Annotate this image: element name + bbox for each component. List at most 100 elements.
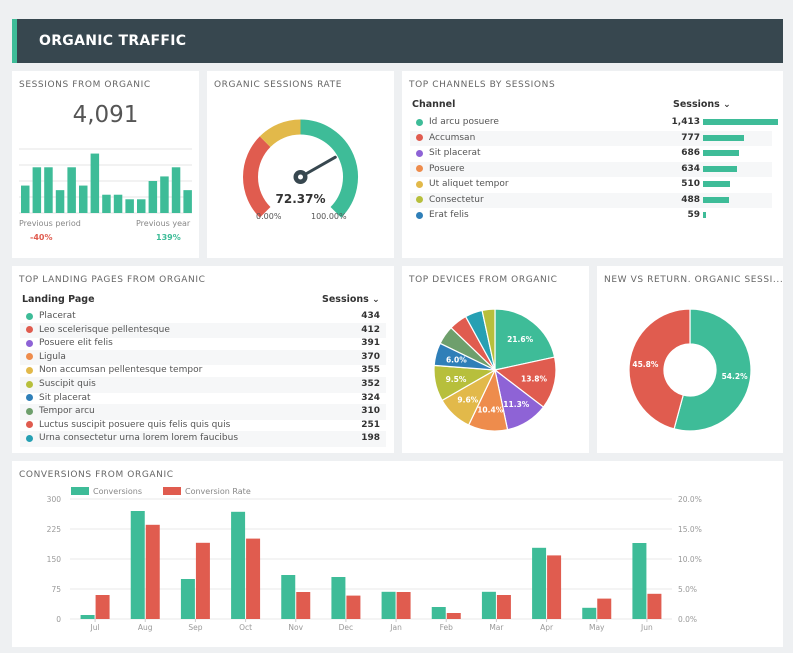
conversions-bar[interactable] (381, 591, 396, 619)
pie-label: 54.2% (722, 372, 749, 381)
table-row[interactable]: Consectetur 488 (410, 192, 772, 208)
legend-dot (416, 165, 423, 172)
conversions-chart: 0 0.0% 75 5.0% 150 10.0% 225 15.0% 300 20.0% Jul Au… (47, 495, 702, 632)
conversions-bar[interactable] (532, 547, 547, 619)
rate-panel: ORGANIC SESSIONS RATE 72.37% 0.00% 100.0… (207, 71, 394, 258)
legend-dot (26, 394, 33, 402)
right-tick-label: 10.0% (678, 555, 702, 564)
row-label: Consectetur (429, 194, 484, 205)
table-row[interactable]: Erat felis 59 (410, 208, 772, 224)
conversions-bar[interactable] (481, 591, 496, 619)
conversion-rate-bar[interactable] (647, 593, 662, 619)
conversion-rate-bar[interactable] (547, 555, 562, 619)
legend-dot (26, 421, 33, 429)
legend-dot (416, 180, 423, 188)
table-row[interactable]: Ut aliquet tempor 510 (410, 177, 772, 193)
conversion-rate-bar[interactable] (145, 524, 160, 619)
table-row[interactable]: Ligula 370 (20, 349, 386, 366)
conversion-rate-bar[interactable] (396, 592, 411, 619)
table-row[interactable]: Accumsan 777 (410, 130, 772, 146)
pie-slice[interactable] (493, 356, 557, 408)
conversions-bar[interactable] (180, 579, 195, 619)
conversions-panel: CONVERSIONS FROM ORGANIC Conversions Con… (12, 461, 783, 647)
table-row[interactable]: Sit placerat 324 (20, 391, 386, 407)
landing-panel: TOP LANDING PAGES FROM ORGANIC Landing P… (12, 266, 394, 453)
row-label: Erat felis (429, 210, 469, 220)
spark-bar (102, 194, 111, 213)
table-row[interactable]: Id arcu posuere 1,413 (410, 115, 778, 131)
row-label: Sit placerat (39, 392, 91, 403)
table-row[interactable]: Leo scelerisque pellentesque 412 (20, 322, 386, 339)
pie-label: 45.8% (632, 360, 659, 369)
conversions-bar[interactable] (80, 615, 95, 619)
conversion-rate-bar[interactable] (496, 595, 511, 619)
conversion-rate-bar[interactable] (246, 538, 261, 619)
table-row[interactable]: Suscipit quis 352 (20, 377, 386, 393)
pie-slice[interactable] (628, 308, 691, 430)
conversion-rate-bar[interactable] (195, 542, 210, 619)
page-title: ORGANIC TRAFFIC (39, 33, 187, 49)
legend-conversions[interactable]: Conversions (71, 487, 142, 496)
table-row[interactable]: Luctus suscipit posuere quis felis quis … (20, 418, 386, 434)
legend-swatch-rate (163, 487, 181, 495)
spark-bar (137, 199, 146, 213)
row-value: 686 (681, 148, 700, 158)
legend-dot (416, 149, 423, 157)
conversion-rate-bar[interactable] (346, 595, 361, 619)
pie-slice[interactable] (673, 308, 752, 432)
left-tick-label: 75 (51, 585, 61, 594)
conversions-bar[interactable] (632, 543, 647, 619)
pie-slice[interactable] (494, 308, 556, 371)
spark-bar (125, 199, 134, 213)
row-value: 1,413 (671, 117, 700, 127)
legend-swatch-conversions (71, 487, 89, 495)
row-value: 391 (361, 338, 380, 349)
conversions-bar[interactable] (231, 511, 246, 619)
right-tick-label: 0.0% (678, 615, 697, 624)
table-row[interactable]: Placerat 434 (20, 309, 386, 325)
rate-value: 72.37% (275, 192, 326, 206)
legend-dot (26, 366, 33, 374)
conversions-bar[interactable] (281, 575, 296, 619)
pie-label: 10.4% (477, 406, 504, 415)
spark-bar (79, 185, 88, 213)
conversions-bar[interactable] (431, 607, 446, 619)
conversions-bar[interactable] (582, 607, 597, 619)
table-row[interactable]: Sit placerat 686 (410, 146, 772, 162)
row-bar (703, 119, 778, 125)
row-value: 370 (361, 351, 380, 362)
pie-slice[interactable] (481, 308, 496, 371)
conversion-rate-bar[interactable] (597, 598, 612, 619)
conversions-bar[interactable] (331, 577, 346, 619)
channels-col-sessions[interactable]: Sessions ⌄ (673, 99, 731, 110)
spark-bar (90, 153, 100, 213)
legend-dot (26, 339, 33, 347)
devices-title: TOP DEVICES FROM ORGANIC (409, 275, 558, 285)
row-value: 434 (361, 311, 380, 321)
conversions-bar[interactable] (130, 511, 145, 619)
landing-col-page: Landing Page (22, 294, 95, 305)
table-row[interactable]: Posuere 634 (410, 161, 772, 177)
row-label: Suscipit quis (39, 379, 96, 389)
legend-dot (26, 312, 33, 320)
legend-rate[interactable]: Conversion Rate (163, 487, 251, 496)
table-row[interactable]: Tempor arcu 310 (20, 404, 386, 420)
row-bar (703, 181, 731, 187)
left-tick-label: 0 (56, 615, 61, 624)
table-row[interactable]: Urna consectetur urna lorem lorem faucib… (20, 431, 386, 447)
row-value: 412 (361, 324, 380, 335)
gauge-segment-high (300, 119, 358, 218)
previous-period-label: Previous period (19, 219, 81, 228)
row-value: 310 (361, 406, 380, 417)
conversion-rate-bar[interactable] (296, 592, 311, 619)
row-bar (703, 165, 737, 172)
conversion-rate-bar[interactable] (446, 613, 461, 619)
table-row[interactable]: Non accumsan pellentesque tempor 355 (20, 363, 386, 379)
right-tick-label: 15.0% (678, 525, 702, 534)
conversion-rate-bar[interactable] (95, 595, 110, 619)
x-tick-label: Dec (339, 623, 354, 632)
table-row[interactable]: Posuere elit felis 391 (20, 336, 386, 352)
channels-title: TOP CHANNELS BY SESSIONS (409, 80, 556, 90)
left-tick-label: 225 (47, 525, 62, 534)
landing-col-sessions[interactable]: Sessions ⌄ (322, 294, 380, 305)
